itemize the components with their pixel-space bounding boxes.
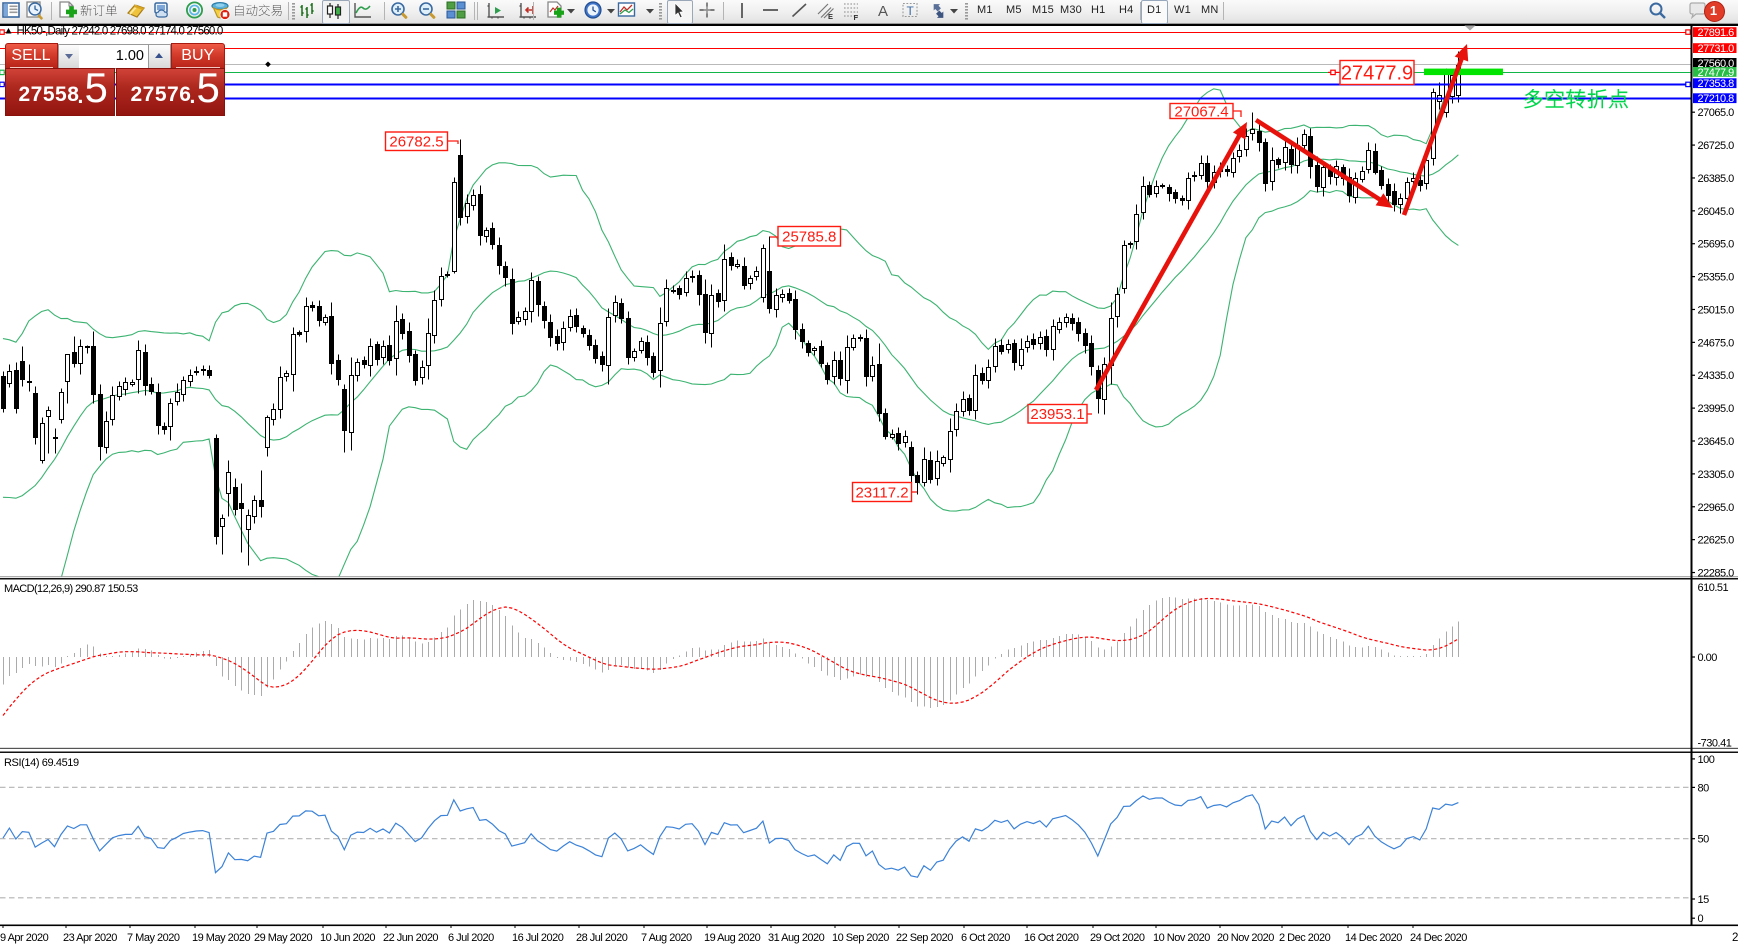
svg-text:E: E — [828, 12, 833, 21]
svg-text:23953.1: 23953.1 — [1030, 406, 1084, 423]
svg-text:100: 100 — [1698, 754, 1715, 766]
svg-text:F: F — [854, 13, 859, 22]
svg-text:9 Apr 2020: 9 Apr 2020 — [0, 932, 49, 944]
svg-text:2 Dec 2020: 2 Dec 2020 — [1279, 932, 1331, 944]
svg-text:22965.0: 22965.0 — [1698, 502, 1735, 514]
svg-text:25015.0: 25015.0 — [1698, 304, 1735, 316]
svg-text:16 Oct 2020: 16 Oct 2020 — [1024, 932, 1079, 944]
svg-text:25695.0: 25695.0 — [1698, 239, 1735, 251]
svg-text:20 Nov 2020: 20 Nov 2020 — [1217, 932, 1274, 944]
svg-text:0: 0 — [1698, 913, 1704, 925]
svg-text:7 May 2020: 7 May 2020 — [127, 932, 180, 944]
svg-text:26782.5: 26782.5 — [389, 134, 443, 151]
svg-text:23 Apr 2020: 23 Apr 2020 — [63, 932, 117, 944]
svg-text:27477.9: 27477.9 — [1341, 63, 1413, 85]
svg-text:RSI(14) 69.4519: RSI(14) 69.4519 — [4, 757, 79, 769]
svg-text:25355.0: 25355.0 — [1698, 272, 1735, 284]
svg-text:27210.8: 27210.8 — [1698, 93, 1735, 105]
svg-text:16 Jul 2020: 16 Jul 2020 — [512, 932, 564, 944]
svg-text:2: 2 — [1732, 932, 1738, 944]
svg-text:19 May 2020: 19 May 2020 — [192, 932, 250, 944]
svg-text:29 May 2020: 29 May 2020 — [254, 932, 312, 944]
svg-text:26045.0: 26045.0 — [1698, 206, 1735, 218]
svg-text:29 Oct 2020: 29 Oct 2020 — [1090, 932, 1145, 944]
svg-text:23995.0: 23995.0 — [1698, 403, 1735, 415]
svg-text:22 Jun 2020: 22 Jun 2020 — [383, 932, 438, 944]
svg-text:22285.0: 22285.0 — [1698, 568, 1735, 580]
svg-text:23645.0: 23645.0 — [1698, 436, 1735, 448]
svg-text:24 Dec 2020: 24 Dec 2020 — [1410, 932, 1467, 944]
svg-text:23305.0: 23305.0 — [1698, 469, 1735, 481]
svg-text:610.51: 610.51 — [1698, 582, 1729, 594]
svg-text:22 Sep 2020: 22 Sep 2020 — [896, 932, 953, 944]
svg-text:80: 80 — [1698, 782, 1710, 794]
svg-text:31 Aug 2020: 31 Aug 2020 — [768, 932, 825, 944]
svg-text:6 Jul 2020: 6 Jul 2020 — [448, 932, 494, 944]
svg-text:27477.9: 27477.9 — [1698, 67, 1735, 79]
svg-text:28 Jul 2020: 28 Jul 2020 — [576, 932, 628, 944]
svg-text:26385.0: 26385.0 — [1698, 173, 1735, 185]
svg-text:7 Aug 2020: 7 Aug 2020 — [641, 932, 692, 944]
svg-text:26725.0: 26725.0 — [1698, 140, 1735, 152]
svg-text:50: 50 — [1698, 834, 1710, 846]
svg-text:27065.0: 27065.0 — [1698, 107, 1735, 119]
svg-text:23117.2: 23117.2 — [855, 484, 908, 501]
svg-text:14 Dec 2020: 14 Dec 2020 — [1345, 932, 1402, 944]
svg-text:27067.4: 27067.4 — [1174, 103, 1228, 120]
svg-text:A: A — [878, 3, 888, 20]
svg-text:24335.0: 24335.0 — [1698, 370, 1735, 382]
svg-text:15: 15 — [1698, 894, 1710, 906]
svg-text:T: T — [907, 4, 915, 18]
svg-text:10 Sep 2020: 10 Sep 2020 — [832, 932, 889, 944]
svg-text:10 Jun 2020: 10 Jun 2020 — [320, 932, 375, 944]
svg-text:27353.8: 27353.8 — [1698, 78, 1735, 90]
svg-text:HK50-,Daily 27242.0 27698.0 2: HK50-,Daily 27242.0 27698.0 27174.0 2756… — [17, 26, 223, 38]
svg-text:MACD(12,26,9) 290.87 150.53: MACD(12,26,9) 290.87 150.53 — [4, 583, 138, 595]
svg-text:27731.0: 27731.0 — [1698, 43, 1735, 55]
svg-text:22625.0: 22625.0 — [1698, 535, 1735, 547]
svg-text:19 Aug 2020: 19 Aug 2020 — [704, 932, 761, 944]
svg-text:-730.41: -730.41 — [1698, 737, 1732, 749]
svg-text:24675.0: 24675.0 — [1698, 337, 1735, 349]
svg-text:25785.8: 25785.8 — [782, 229, 836, 246]
svg-text:27891.6: 27891.6 — [1698, 27, 1735, 39]
svg-text:0.00: 0.00 — [1698, 652, 1718, 664]
svg-text:6 Oct 2020: 6 Oct 2020 — [961, 932, 1010, 944]
svg-text:10 Nov 2020: 10 Nov 2020 — [1153, 932, 1210, 944]
svg-text:27560.0: 27560.0 — [1698, 58, 1735, 70]
